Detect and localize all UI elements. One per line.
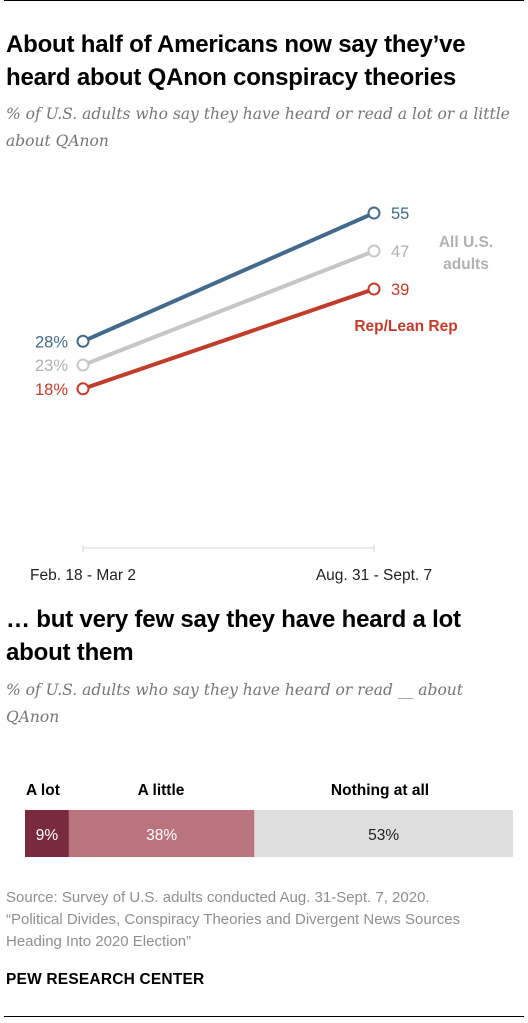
chart-title: About half of Americans now say they’ve … <box>6 31 466 91</box>
data-label: 23% <box>35 357 68 375</box>
data-label: 18% <box>35 381 68 399</box>
bar-value-label: 38% <box>146 827 177 844</box>
series-label-rep: Rep/Lean Rep <box>354 318 457 335</box>
line-chart: Feb. 18 - Mar 2 Aug. 31 - Sept. 7 28% 55 23… <box>30 205 493 584</box>
point-dem-lean-dem <box>76 334 90 348</box>
bar-segment-nothing-at-all <box>254 810 514 857</box>
bar-value-label: 9% <box>36 827 59 844</box>
point-all-u-s-adults <box>367 244 381 258</box>
bar-segment-a-little <box>68 810 255 857</box>
data-label: 55 <box>391 205 409 223</box>
point-rep-lean-rep <box>367 282 381 296</box>
data-label: 28% <box>35 333 68 351</box>
bar-value-label: 53% <box>368 827 399 844</box>
bar-category-label: A lot <box>26 782 60 799</box>
top-rule <box>4 0 524 1</box>
series-line-dem-lean-dem <box>81 211 376 344</box>
point-dem-lean-dem <box>367 206 381 220</box>
bar-category-label: A little <box>138 782 185 799</box>
x-tick-label: Feb. 18 - Mar 2 <box>30 567 136 584</box>
series-label-all: adults <box>443 256 489 273</box>
bar-category-label: Nothing at all <box>331 782 429 799</box>
source-line: “Political Divides, Conspiracy Theories … <box>6 911 461 928</box>
x-axis: Feb. 18 - Mar 2 Aug. 31 - Sept. 7 <box>30 545 432 584</box>
source-note: Source: Survey of U.S. adults conducted … <box>6 887 521 953</box>
section-subtitle: % of U.S. adults who say they have heard… <box>6 681 464 726</box>
x-tick-label: Aug. 31 - Sept. 7 <box>316 567 432 584</box>
source-line: Heading Into 2020 Election” <box>6 933 192 950</box>
chart-subtitle: % of U.S. adults who say they have heard… <box>6 105 510 150</box>
data-label: 47 <box>391 243 409 261</box>
source-line: Source: Survey of U.S. adults conducted … <box>6 889 430 906</box>
point-all-u-s-adults <box>76 358 90 372</box>
series-line-all-u-s-adults <box>81 249 376 368</box>
stacked-bar-chart: 9% A lot 38% A little 53% Nothing at all <box>25 782 514 857</box>
series-line-rep-lean-rep <box>81 287 376 391</box>
point-rep-lean-rep <box>76 382 90 396</box>
bottom-rule <box>4 1016 524 1017</box>
data-label: 39 <box>391 281 409 299</box>
series-group <box>76 206 381 396</box>
section-title: … but very few say they have heard a lot… <box>6 606 461 666</box>
brand-logo-text: PEW RESEARCH CENTER <box>6 971 205 988</box>
series-label-all: All U.S. <box>439 234 493 251</box>
bar-segment-a-lot <box>25 810 69 857</box>
